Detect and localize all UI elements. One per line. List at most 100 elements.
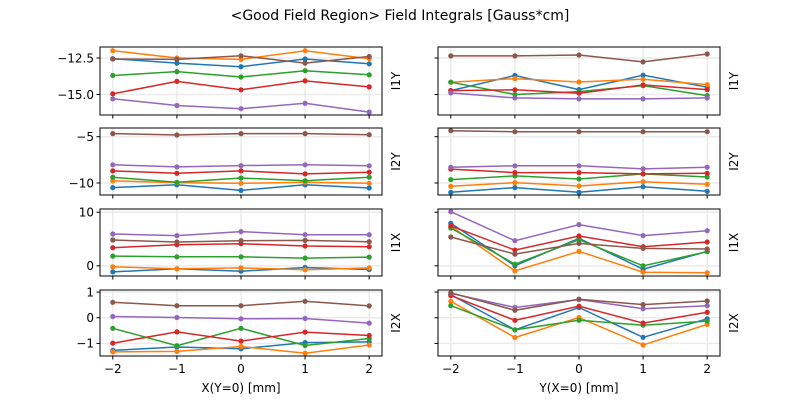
- data-point: [640, 233, 646, 239]
- data-point: [512, 53, 518, 59]
- data-point: [174, 266, 180, 272]
- x-axis-label: X(Y=0) [mm]: [201, 381, 280, 395]
- data-point: [512, 95, 518, 101]
- y-tick-label: 10: [79, 206, 94, 220]
- data-point: [174, 164, 180, 170]
- x-tick-label: 0: [575, 362, 583, 376]
- data-point: [704, 318, 710, 324]
- data-point: [640, 306, 646, 312]
- data-point: [512, 185, 518, 191]
- data-point: [576, 237, 582, 243]
- data-point: [704, 174, 710, 180]
- data-point: [238, 238, 244, 244]
- data-point: [302, 342, 308, 349]
- data-point: [366, 332, 372, 339]
- data-point: [704, 188, 710, 194]
- data-point: [302, 60, 308, 66]
- data-point: [110, 313, 116, 320]
- data-point: [110, 174, 116, 180]
- data-point: [110, 231, 116, 237]
- data-point: [448, 189, 454, 195]
- subplot-i1x-y: I1X: [434, 208, 741, 280]
- data-point: [238, 229, 244, 235]
- data-point: [704, 270, 710, 276]
- data-point: [174, 102, 180, 109]
- data-point: [110, 162, 116, 168]
- y-axis-label: I2Y: [389, 152, 403, 171]
- data-point: [174, 343, 180, 349]
- data-point: [302, 48, 308, 54]
- data-point: [366, 342, 372, 348]
- data-point: [366, 232, 372, 238]
- data-point: [110, 96, 116, 102]
- data-point: [704, 129, 710, 135]
- data-point: [366, 53, 372, 60]
- data-point: [640, 179, 646, 185]
- data-point: [640, 334, 646, 340]
- data-point: [174, 69, 180, 75]
- data-point: [238, 106, 244, 112]
- data-point: [174, 348, 180, 354]
- data-point: [640, 320, 646, 326]
- data-point: [238, 303, 244, 309]
- data-point: [512, 129, 518, 135]
- x-tick-label: 1: [301, 362, 309, 376]
- data-point: [302, 329, 308, 335]
- data-point: [238, 180, 244, 186]
- data-point: [576, 189, 582, 195]
- data-point: [704, 181, 710, 187]
- data-point: [238, 53, 244, 59]
- data-point: [302, 56, 308, 62]
- data-point: [238, 265, 244, 271]
- data-point: [302, 100, 308, 106]
- data-point: [512, 170, 518, 176]
- x-tick-label: 1: [639, 362, 647, 376]
- data-point: [302, 78, 308, 84]
- data-point: [110, 48, 116, 54]
- data-point: [302, 237, 308, 243]
- data-point: [174, 254, 180, 260]
- data-point: [640, 72, 646, 78]
- data-point: [110, 91, 116, 97]
- y-tick-label: −15.0: [57, 88, 94, 102]
- data-point: [448, 79, 454, 85]
- data-point: [448, 209, 454, 215]
- y-tick-label: 0: [86, 259, 94, 273]
- data-point: [110, 340, 116, 346]
- data-point: [640, 129, 646, 135]
- data-point: [448, 164, 454, 170]
- y-axis-label: I1Y: [389, 71, 403, 90]
- data-point: [302, 298, 308, 304]
- data-point: [366, 303, 372, 309]
- data-point: [174, 170, 180, 176]
- x-tick-label: −2: [442, 362, 460, 376]
- x-tick-label: 0: [237, 362, 245, 376]
- data-point: [512, 334, 518, 341]
- data-point: [302, 315, 308, 322]
- data-point: [704, 170, 710, 176]
- data-point: [704, 51, 710, 57]
- data-point: [238, 325, 244, 331]
- data-point: [512, 317, 518, 323]
- subplot-i2x-y: −2 −1 0 1 2 I2X Y(X=0) [mm]: [434, 289, 741, 395]
- data-point: [704, 164, 710, 170]
- y-tick-label: −10: [69, 176, 94, 190]
- data-point: [110, 269, 116, 275]
- data-point: [448, 234, 454, 240]
- data-point: [366, 320, 372, 326]
- y-axis-label: I2Y: [727, 152, 741, 171]
- data-point: [366, 109, 372, 115]
- subplot-i2y-x: −5 −10 I2Y: [69, 127, 403, 199]
- data-point: [110, 56, 116, 62]
- data-point: [640, 245, 646, 251]
- data-point: [448, 303, 454, 309]
- data-point: [576, 79, 582, 85]
- data-point: [704, 228, 710, 234]
- data-point: [302, 267, 308, 273]
- x-tick-label: −1: [506, 362, 524, 376]
- data-point: [174, 239, 180, 245]
- data-point: [110, 131, 116, 137]
- data-point: [366, 132, 372, 138]
- data-point: [640, 82, 646, 88]
